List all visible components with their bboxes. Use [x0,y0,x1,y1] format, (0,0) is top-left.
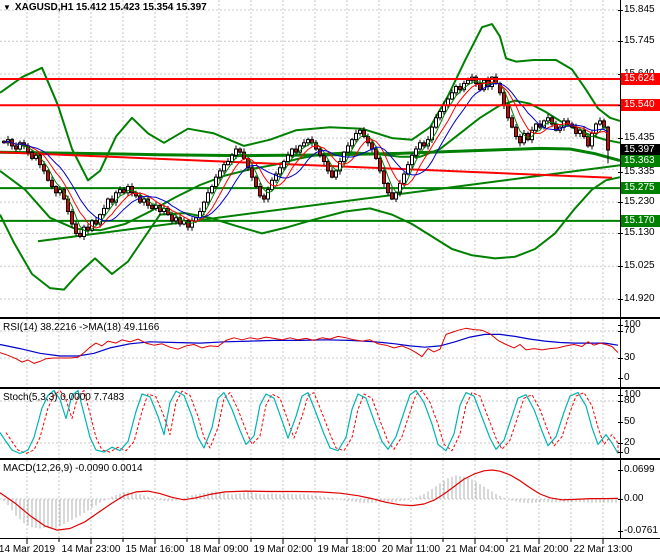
symbol-quote-text: XAGUSD,H1 15.412 15.423 15.354 15.397 [14,2,207,13]
rsi-canvas[interactable] [0,319,660,387]
time-axis-label: 15 Mar 16:00 [125,544,185,555]
macd-panel: MACD(12,26,9) -0.0090 0.0014 [0,460,660,538]
axis-tick [618,41,623,43]
axis-tick [618,138,623,140]
time-axis-label: 22 Mar 13:00 [573,544,633,555]
axis-tick [618,10,623,11]
rsi-label: RSI(14) 38.2216 ->MA(18) 49.1166 [3,322,160,333]
axis-tick [618,74,623,76]
panel-separator[interactable] [0,317,660,319]
axis-tick [618,325,623,326]
price-level-badge: 15.275 [621,182,660,195]
panel-separator [0,538,660,539]
time-axis-label: 20 Mar 11:00 [381,544,441,555]
time-axis-label: 21 Mar 04:00 [445,544,505,555]
rsi-tick-label: 70 [624,325,636,336]
time-axis-label: 18 Mar 09:00 [189,544,249,555]
price-level-badge: 15.397 [621,143,660,156]
time-axis-label: 19 Mar 02:00 [253,544,313,555]
axis-tick [618,443,623,444]
axis-tick [618,395,623,396]
rsi-tick-label: 100 [624,319,641,330]
axis-tick [618,266,623,268]
price-tick-label: 15.745 [624,35,655,47]
price-tick-label: 15.130 [624,227,655,239]
macd-tick-label: -0.0761 [624,524,658,536]
axis-tick [618,452,623,453]
axis-tick [618,401,623,402]
axis-tick [618,422,623,423]
time-axis-label: 14 Mar 23:00 [61,544,121,555]
axis-tick [618,171,623,173]
panel-separator[interactable] [0,387,660,389]
price-axis-line [620,0,621,317]
macd-tick-label: 0.00 [624,493,644,504]
axis-tick [618,202,623,204]
price-tick-label: 15.230 [624,196,655,208]
stochastic-label: Stoch(5,3,3) 0.0000 7.7483 [3,392,125,403]
axis-tick [618,469,623,471]
price-tick-label: 14.920 [624,293,655,304]
macd-label: MACD(12,26,9) -0.0090 0.0014 [3,463,143,474]
axis-tick [618,331,623,332]
stoch-tick-label: 80 [624,395,636,406]
rsi-panel: RSI(14) 38.2216 ->MA(18) 49.1166 [0,319,660,387]
time-axis-label: 21 Mar 20:00 [509,544,569,555]
axis-tick [618,233,623,235]
axis-tick [618,499,623,500]
macd-canvas[interactable] [0,460,660,538]
chart-title: ▼ XAGUSD,H1 15.412 15.423 15.354 15.397 [3,2,207,13]
stoch-axis-line [620,389,621,458]
price-tick-label: 15.435 [624,132,655,144]
symbol-collapse-icon[interactable]: ▼ [3,3,11,12]
price-tick-label: 15.845 [624,4,655,15]
time-axis[interactable]: 14 Mar 2019 14 Mar 23:00 15 Mar 16:00 18 Ma… [0,539,660,560]
price-tick-label: 15.025 [624,260,655,272]
axis-tick [618,358,623,359]
stoch-tick-label: 0 [624,446,630,457]
time-axis-label: 19 Mar 18:00 [317,544,377,555]
axis-tick [618,378,623,380]
rsi-tick-label: 30 [624,352,636,363]
rsi-axis-line [620,319,621,387]
macd-tick-label: 0.0699 [624,463,655,475]
axis-tick [618,299,623,300]
rsi-tick-label: 0 [624,372,630,384]
price-level-badge: 15.170 [621,214,660,227]
price-level-badge: 15.363 [621,154,660,167]
panel-separator[interactable] [0,458,660,460]
stochastic-panel: Stoch(5,3,3) 0.0000 7.7483 [0,389,660,458]
price-tick-label: 15.335 [624,165,655,177]
stoch-tick-label: 100 [624,389,641,400]
stochastic-canvas[interactable] [0,389,660,458]
price-level-badge: 15.624 [621,73,660,86]
stoch-tick-label: 20 [624,437,636,448]
time-axis-label: 14 Mar 2019 [0,544,56,555]
main-chart-canvas[interactable] [0,0,660,317]
price-level-badge: 15.540 [621,99,660,112]
axis-tick [618,530,623,532]
axis-tick [618,105,623,107]
main-price-panel: ▼ XAGUSD,H1 15.412 15.423 15.354 15.397 [0,0,660,317]
stoch-tick-label: 50 [624,416,636,427]
